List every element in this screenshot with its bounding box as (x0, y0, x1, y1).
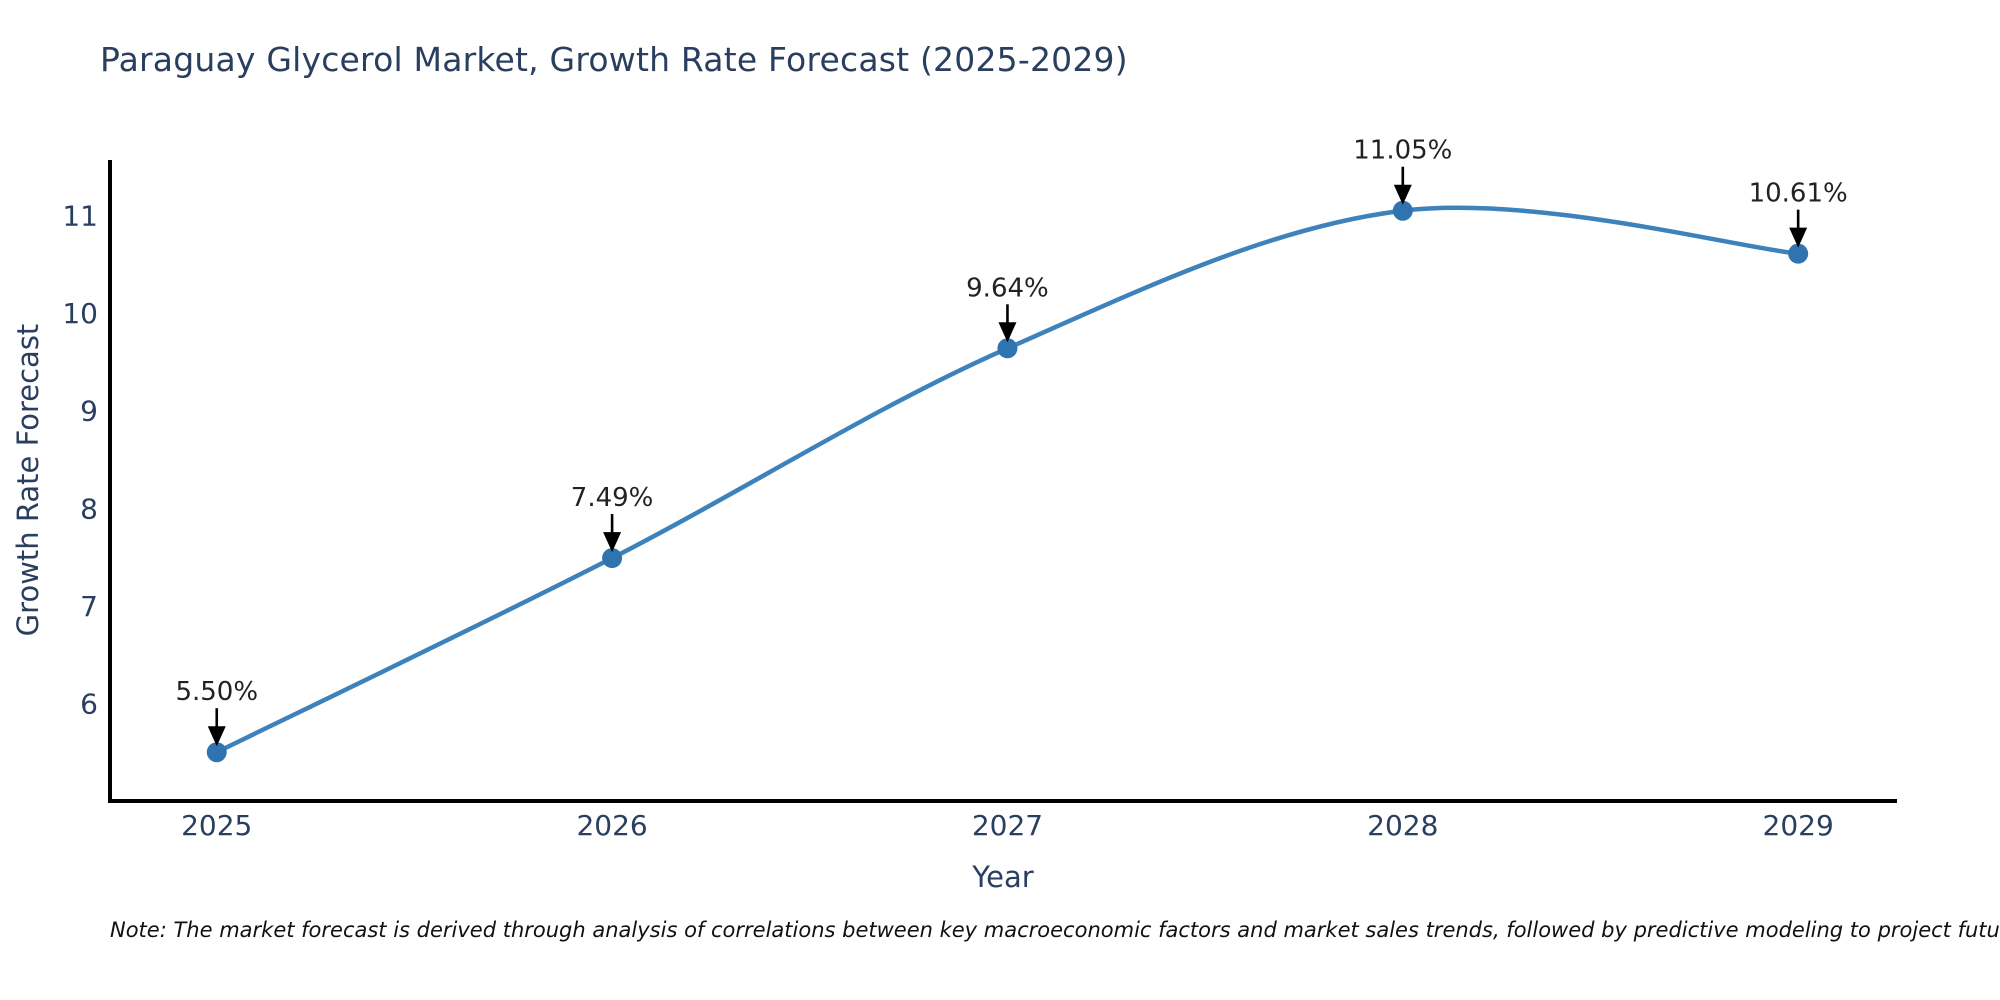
annotation-arrow-head (998, 322, 1017, 343)
data-point-label: 9.64% (966, 273, 1049, 303)
x-tick-label: 2029 (1763, 809, 1834, 842)
x-tick-label: 2025 (181, 809, 252, 842)
x-tick-label: 2026 (576, 809, 647, 842)
x-tick-label: 2027 (972, 809, 1043, 842)
y-tick-label: 10 (62, 297, 98, 330)
data-point-marker (602, 548, 623, 569)
data-point-marker (1392, 200, 1413, 221)
data-point-label: 5.50% (175, 677, 258, 707)
y-tick-label: 9 (80, 395, 98, 428)
data-point-marker (1788, 243, 1809, 264)
y-tick-label: 7 (80, 590, 98, 623)
y-tick-label: 6 (80, 687, 98, 720)
y-axis-title: Growth Rate Forecast (11, 323, 45, 637)
annotation-arrow-head (1393, 184, 1412, 205)
data-point-label: 7.49% (571, 483, 654, 513)
axis-spines (108, 160, 1897, 803)
y-tick-label: 8 (80, 492, 98, 525)
data-point-marker (997, 338, 1018, 359)
annotation-arrow-head (207, 726, 226, 747)
x-tick-label: 2028 (1367, 809, 1438, 842)
data-point-label: 11.05% (1353, 136, 1452, 166)
chart-title: Paraguay Glycerol Market, Growth Rate Fo… (100, 40, 1128, 79)
x-axis-title: Year (972, 860, 1034, 894)
annotation-arrow-head (603, 532, 622, 553)
data-point-label: 10.61% (1749, 179, 1848, 209)
data-point-marker (206, 742, 227, 763)
footnote: Note: The market forecast is derived thr… (110, 918, 2000, 942)
y-tick-label: 11 (62, 200, 98, 233)
annotation-arrow-head (1789, 227, 1808, 248)
